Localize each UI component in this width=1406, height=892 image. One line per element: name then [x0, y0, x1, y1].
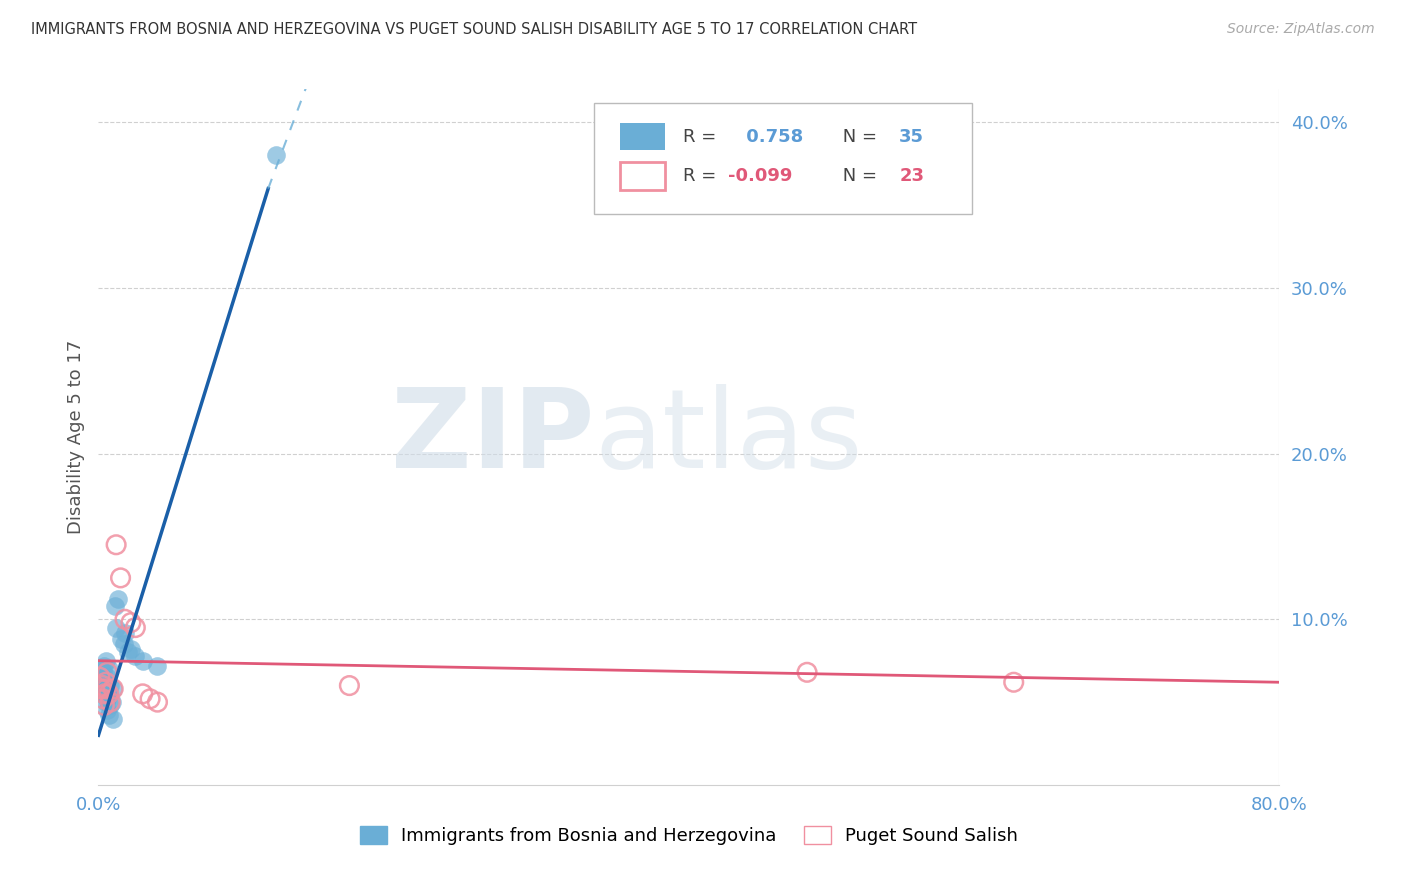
- Point: [98, 695, 121, 709]
- Point: [93, 658, 115, 673]
- Point: [98, 698, 121, 713]
- Point: [98, 679, 121, 693]
- Text: N =: N =: [837, 128, 883, 145]
- Point: [105, 538, 128, 552]
- Point: [139, 691, 162, 706]
- Text: ZIP: ZIP: [391, 384, 595, 491]
- Legend: Immigrants from Bosnia and Herzegovina, Puget Sound Salish: Immigrants from Bosnia and Herzegovina, …: [353, 819, 1025, 853]
- Point: [90, 670, 112, 684]
- Point: [94, 675, 117, 690]
- Point: [97, 687, 120, 701]
- Point: [114, 625, 136, 640]
- Point: [105, 621, 128, 635]
- Point: [132, 687, 155, 701]
- FancyBboxPatch shape: [620, 122, 665, 151]
- Point: [114, 612, 136, 626]
- Point: [124, 621, 146, 635]
- Point: [91, 691, 114, 706]
- Point: [93, 698, 115, 713]
- Text: IMMIGRANTS FROM BOSNIA AND HERZEGOVINA VS PUGET SOUND SALISH DISABILITY AGE 5 TO: IMMIGRANTS FROM BOSNIA AND HERZEGOVINA V…: [31, 22, 917, 37]
- Point: [146, 658, 169, 673]
- Y-axis label: Disability Age 5 to 17: Disability Age 5 to 17: [66, 340, 84, 534]
- Point: [1002, 675, 1025, 690]
- Point: [124, 648, 146, 663]
- FancyBboxPatch shape: [595, 103, 973, 214]
- Point: [96, 691, 118, 706]
- Point: [97, 708, 120, 723]
- Point: [97, 662, 120, 676]
- Point: [110, 632, 132, 647]
- Text: R =: R =: [683, 167, 723, 186]
- Point: [120, 642, 142, 657]
- Text: Source: ZipAtlas.com: Source: ZipAtlas.com: [1227, 22, 1375, 37]
- Point: [91, 679, 114, 693]
- Point: [339, 679, 361, 693]
- Point: [96, 703, 118, 717]
- Point: [93, 681, 115, 696]
- Point: [94, 654, 117, 668]
- Text: 23: 23: [900, 167, 924, 186]
- Point: [110, 571, 132, 585]
- Text: R =: R =: [683, 128, 723, 145]
- Point: [94, 695, 117, 709]
- Point: [132, 654, 155, 668]
- Text: N =: N =: [837, 167, 883, 186]
- Point: [100, 695, 122, 709]
- Text: 0.758: 0.758: [740, 128, 803, 145]
- Point: [96, 665, 118, 680]
- FancyBboxPatch shape: [620, 162, 665, 190]
- Text: 35: 35: [900, 128, 924, 145]
- Point: [120, 615, 142, 630]
- Point: [89, 670, 111, 684]
- Point: [91, 687, 114, 701]
- Point: [264, 148, 287, 162]
- Point: [93, 687, 115, 701]
- Point: [90, 662, 112, 676]
- Point: [146, 695, 169, 709]
- Point: [94, 681, 117, 696]
- Point: [91, 679, 114, 693]
- Point: [796, 665, 818, 680]
- Point: [97, 687, 120, 701]
- Point: [89, 675, 111, 690]
- Text: -0.099: -0.099: [728, 167, 793, 186]
- Point: [93, 673, 115, 688]
- Point: [90, 681, 112, 696]
- Point: [112, 637, 135, 651]
- Point: [94, 683, 117, 698]
- Text: atlas: atlas: [595, 384, 863, 491]
- Point: [104, 599, 127, 613]
- Point: [103, 681, 125, 696]
- Point: [103, 681, 125, 696]
- Point: [117, 645, 139, 659]
- Point: [107, 592, 129, 607]
- Point: [103, 712, 125, 726]
- Point: [91, 665, 114, 680]
- Point: [96, 670, 118, 684]
